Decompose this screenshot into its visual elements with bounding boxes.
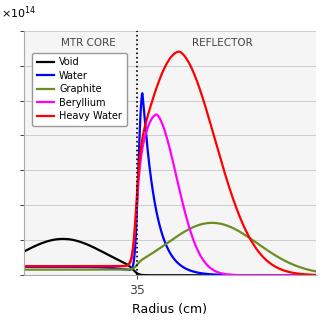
Legend: Void, Water, Graphite, Beryllium, Heavy Water: Void, Water, Graphite, Beryllium, Heavy …	[32, 52, 127, 126]
Void	[228, 273, 231, 277]
Void	[314, 273, 318, 277]
Water	[252, 273, 256, 277]
Void	[22, 250, 26, 253]
Beryllium	[37, 264, 41, 268]
Water	[22, 265, 26, 269]
Heavy Water	[252, 243, 256, 247]
Line: Beryllium: Beryllium	[24, 115, 316, 275]
Water	[306, 273, 309, 277]
Heavy Water	[306, 273, 309, 276]
Heavy Water	[164, 63, 168, 67]
Beryllium	[164, 133, 168, 137]
X-axis label: Radius (cm): Radius (cm)	[132, 303, 207, 316]
Void	[306, 273, 309, 277]
Beryllium	[252, 273, 256, 277]
Beryllium	[155, 113, 159, 116]
Graphite	[252, 239, 256, 243]
Beryllium	[306, 273, 309, 277]
Beryllium	[22, 264, 26, 268]
Graphite	[314, 269, 318, 273]
Beryllium	[306, 273, 309, 277]
Line: Water: Water	[24, 93, 316, 275]
Void	[252, 273, 256, 277]
Graphite	[156, 247, 160, 251]
Graphite	[210, 221, 214, 225]
Void	[37, 243, 41, 246]
Text: $\times 10^{14}$: $\times 10^{14}$	[1, 4, 36, 21]
Water	[164, 243, 168, 247]
Void	[156, 273, 160, 277]
Void	[61, 237, 65, 241]
Void	[164, 273, 168, 277]
Heavy Water	[178, 50, 181, 53]
Water	[37, 265, 41, 269]
Graphite	[306, 268, 309, 271]
Water	[156, 218, 160, 222]
Line: Graphite: Graphite	[24, 223, 316, 271]
Water	[306, 273, 309, 277]
Line: Void: Void	[24, 239, 316, 275]
Heavy Water	[314, 273, 318, 277]
Line: Heavy Water: Heavy Water	[24, 52, 316, 275]
Heavy Water	[37, 264, 41, 268]
Graphite	[164, 242, 168, 246]
Graphite	[22, 268, 26, 272]
Beryllium	[156, 114, 160, 118]
Heavy Water	[306, 273, 309, 276]
Heavy Water	[22, 264, 26, 268]
Graphite	[37, 268, 41, 272]
Beryllium	[314, 273, 318, 277]
Water	[314, 273, 318, 277]
Water	[140, 91, 144, 95]
Text: MTR CORE: MTR CORE	[61, 38, 116, 48]
Heavy Water	[156, 81, 160, 85]
Void	[306, 273, 309, 277]
Text: REFLECTOR: REFLECTOR	[192, 38, 253, 48]
Graphite	[306, 268, 309, 271]
